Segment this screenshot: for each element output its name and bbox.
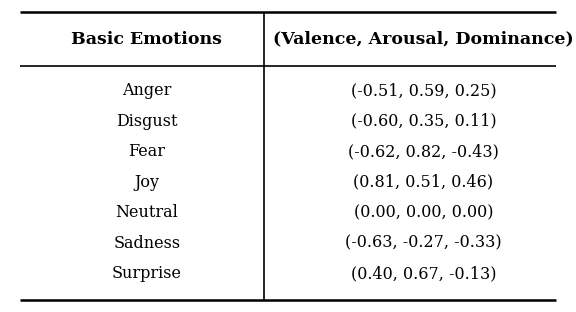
- Text: (0.40, 0.67, -0.13): (0.40, 0.67, -0.13): [351, 266, 496, 282]
- Text: (0.81, 0.51, 0.46): (0.81, 0.51, 0.46): [353, 174, 494, 191]
- Text: Neutral: Neutral: [115, 204, 179, 221]
- Text: Surprise: Surprise: [112, 266, 182, 282]
- Text: (-0.60, 0.35, 0.11): (-0.60, 0.35, 0.11): [351, 113, 496, 129]
- Text: Basic Emotions: Basic Emotions: [71, 31, 222, 47]
- Text: (-0.51, 0.59, 0.25): (-0.51, 0.59, 0.25): [351, 82, 496, 99]
- Text: Disgust: Disgust: [116, 113, 177, 129]
- Text: (0.00, 0.00, 0.00): (0.00, 0.00, 0.00): [354, 204, 493, 221]
- Text: Anger: Anger: [122, 82, 172, 99]
- Text: (-0.63, -0.27, -0.33): (-0.63, -0.27, -0.33): [345, 235, 502, 252]
- Text: Sadness: Sadness: [113, 235, 180, 252]
- Text: (-0.62, 0.82, -0.43): (-0.62, 0.82, -0.43): [348, 143, 499, 160]
- Text: Fear: Fear: [128, 143, 165, 160]
- Text: (Valence, Arousal, Dominance): (Valence, Arousal, Dominance): [273, 31, 574, 47]
- Text: Joy: Joy: [134, 174, 160, 191]
